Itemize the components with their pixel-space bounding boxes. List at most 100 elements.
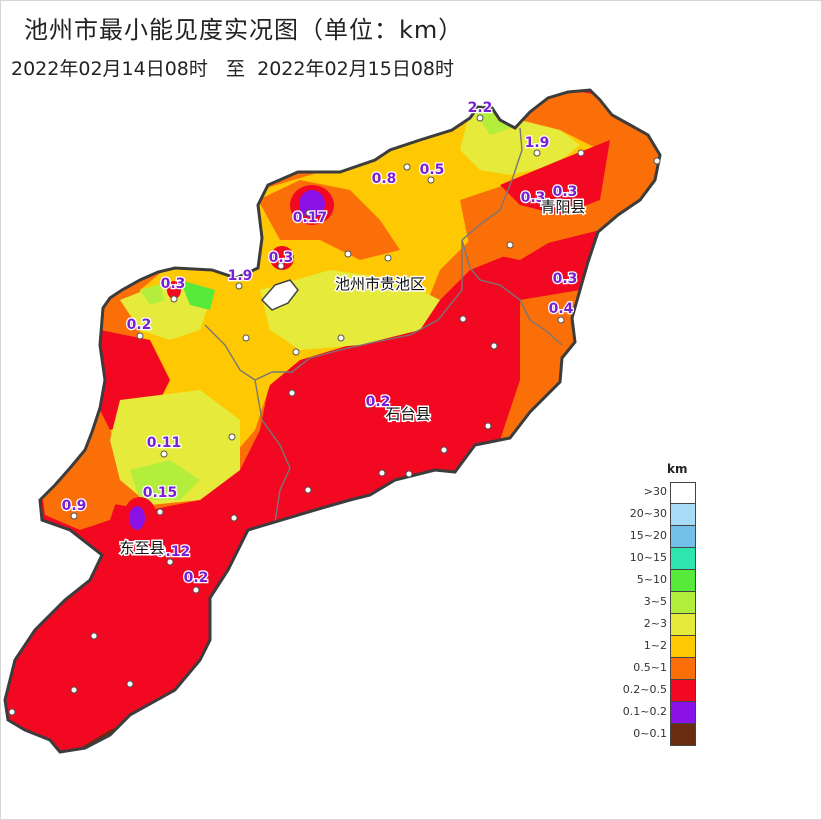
station-marker (459, 315, 467, 323)
visibility-labels: 2.2 1.9 0.8 0.5 0.3 0.3 0.17 0.3 0.3 1.9 0.3 0.4 0.2… (60, 99, 578, 588)
station-marker (364, 401, 372, 409)
legend-label: >30 (643, 485, 667, 498)
legend-item: 2~3 (620, 614, 710, 636)
legend-item: 0~0.1 (620, 724, 710, 746)
period-separator: 至 (226, 58, 246, 80)
visibility-value-label: 0.8 (372, 171, 397, 187)
station-marker (292, 348, 300, 356)
station-marker (288, 389, 296, 397)
legend-item: 0.5~1 (620, 658, 710, 680)
period-start: 2022年02月14日08时 (11, 58, 208, 80)
station-marker (228, 433, 236, 441)
station-marker (156, 508, 164, 516)
station-marker (427, 176, 435, 184)
station-marker (484, 422, 492, 430)
boundary-dongzhi-shitai (254, 379, 291, 523)
legend-item: >30 (620, 482, 710, 504)
visibility-value-label: 0.9 (62, 498, 87, 514)
legend-item: 3~5 (620, 592, 710, 614)
zone-0.5-1-southwest (40, 470, 120, 530)
station-marker (344, 250, 352, 258)
station-marker (403, 163, 411, 171)
boundary-dongzhi-guichi (204, 324, 256, 381)
station-marker (126, 680, 134, 688)
legend-item: 1~2 (620, 636, 710, 658)
legend-unit: km (667, 462, 688, 476)
legend-item: 10~15 (620, 548, 710, 570)
visibility-value-label: 0.11 (147, 435, 182, 451)
visibility-value-label: 2.2 (468, 100, 493, 116)
legend-label: 5~10 (636, 573, 667, 586)
visibility-field (5, 90, 660, 752)
map-title: 池州市最小能见度实况图（单位：km） (24, 16, 464, 44)
legend-swatch (670, 724, 696, 746)
legend-label: 0~0.1 (633, 727, 667, 740)
station-marker (384, 254, 392, 262)
station-marker (136, 332, 144, 340)
legend-swatch (670, 658, 696, 680)
legend-swatch (670, 680, 696, 702)
place-name: 东至县 (119, 539, 164, 557)
visibility-value-label: 0.4 (549, 301, 574, 317)
visibility-value-label: 0.3 (269, 250, 294, 266)
visibility-value-label: 0.3 (521, 190, 546, 206)
legend-item: 0.2~0.5 (620, 680, 710, 702)
station-marker (192, 586, 200, 594)
place-name: 石台县 (385, 405, 430, 423)
visibility-value-label: 0.2 (184, 570, 209, 586)
legend-item: 0.1~0.2 (620, 702, 710, 724)
visibility-value-label: 1.9 (525, 135, 550, 151)
county-boundaries (204, 127, 563, 523)
station-marker (170, 295, 178, 303)
legend-label: 0.2~0.5 (622, 683, 667, 696)
station-marker (440, 446, 448, 454)
visibility-value-label: 0.2 (127, 317, 152, 333)
visibility-value-label: 0.5 (420, 162, 445, 178)
zone-3-5-north (470, 105, 520, 135)
station-marker (506, 241, 514, 249)
legend-label: 2~3 (643, 617, 667, 630)
map-period: 2022年02月14日08时 至 2022年02月15日08时 (11, 54, 454, 81)
visibility-value-label: 0.12 (156, 544, 191, 560)
station-marker (533, 149, 541, 157)
legend-item: 15~20 (620, 526, 710, 548)
visibility-value-label: 0.15 (143, 485, 178, 501)
station-marker (557, 316, 565, 324)
station-marker (337, 334, 345, 342)
visibility-value-label: 0.3 (553, 184, 578, 200)
zone-3-5-southwest (130, 460, 200, 500)
legend-swatch (670, 482, 696, 504)
legend-swatch (670, 504, 696, 526)
boundary-guichi-qingyang (461, 127, 523, 241)
legend-swatch (670, 526, 696, 548)
weather-stations (8, 114, 661, 716)
station-marker (70, 686, 78, 694)
station-marker (242, 334, 250, 342)
period-end: 2022年02月15日08时 (257, 58, 455, 80)
zone-2-3-center (260, 270, 440, 350)
station-marker (304, 486, 312, 494)
legend-swatch (670, 614, 696, 636)
station-marker (405, 470, 413, 478)
legend-label: 3~5 (643, 595, 667, 608)
place-name: 池州市贵池区 (335, 275, 425, 293)
visibility-value-label: 1.9 (228, 268, 253, 284)
zone-5-10 (180, 280, 215, 310)
station-marker (235, 282, 243, 290)
station-marker (490, 342, 498, 350)
station-marker (277, 262, 285, 270)
station-marker (166, 558, 174, 566)
legend-label: 0.1~0.2 (622, 705, 667, 718)
place-name: 青阳县 (540, 198, 585, 216)
legend-swatch (670, 592, 696, 614)
station-marker (160, 450, 168, 458)
station-marker (305, 209, 313, 217)
zone-0.2-0.5-qingyang (500, 140, 610, 215)
legend-item: 20~30 (620, 504, 710, 526)
zone-0.2-0.5-spot-c (270, 246, 294, 270)
zone-3-5-west (140, 284, 165, 305)
station-marker (70, 512, 78, 520)
station-marker (378, 469, 386, 477)
